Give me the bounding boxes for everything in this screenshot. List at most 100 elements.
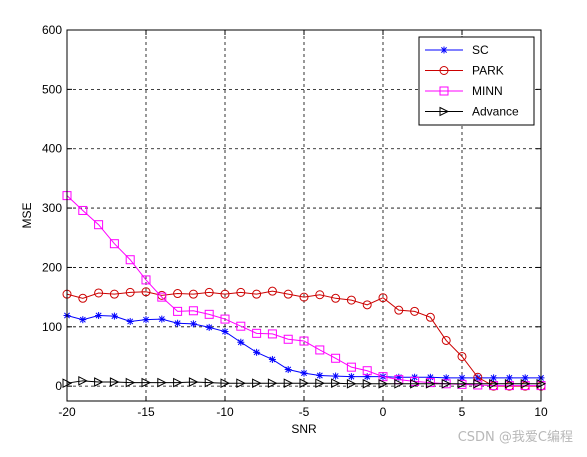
- legend-item-sc: SC: [425, 43, 489, 57]
- data-point-minn: [236, 321, 246, 331]
- data-point-sc: [158, 315, 166, 323]
- data-point-sc: [79, 316, 87, 324]
- data-point-minn: [362, 366, 372, 376]
- data-point-advance: [236, 378, 246, 389]
- data-point-park: [346, 295, 356, 305]
- data-point-park: [425, 312, 435, 322]
- data-point-advance: [252, 378, 262, 389]
- data-point-park: [394, 305, 404, 315]
- data-point-minn: [315, 345, 325, 355]
- data-point-advance: [473, 378, 483, 389]
- data-point-advance: [441, 378, 452, 389]
- data-point-minn: [78, 205, 88, 215]
- data-point-advance: [315, 378, 325, 389]
- data-point-minn: [94, 220, 104, 230]
- series-line-advance: [66, 380, 541, 385]
- data-point-sc: [253, 348, 261, 356]
- x-tick-label: -20: [58, 405, 76, 419]
- data-point-minn: [299, 336, 309, 346]
- data-point-advance: [220, 378, 231, 389]
- data-point-park: [78, 293, 88, 303]
- x-tick-label: -10: [216, 405, 234, 419]
- y-tick-label: 500: [42, 82, 62, 96]
- y-tick-label: 0: [55, 379, 62, 393]
- y-tick-label: 400: [42, 142, 62, 156]
- data-point-advance: [346, 378, 357, 389]
- data-point-advance: [109, 377, 120, 387]
- x-tick-label: -5: [299, 405, 310, 419]
- legend-label-advance: Advance: [472, 105, 519, 119]
- data-point-advance: [331, 378, 341, 389]
- legend-marker-sc: [440, 46, 448, 54]
- data-point-minn: [378, 372, 388, 382]
- data-point-sc: [521, 374, 529, 382]
- data-point-park: [457, 351, 467, 361]
- series-park: [62, 286, 546, 391]
- y-tick-label: 200: [42, 260, 62, 274]
- data-point-minn: [220, 314, 230, 324]
- data-point-advance: [410, 378, 420, 389]
- data-point-park: [283, 289, 293, 299]
- data-point-sc: [284, 366, 292, 374]
- data-point-sc: [316, 371, 324, 379]
- data-point-minn: [141, 275, 151, 285]
- watermark-text: CSDN @我爱C编程: [457, 430, 573, 445]
- series-line-park: [66, 290, 541, 387]
- y-tick-label: 600: [42, 23, 62, 37]
- data-point-sc: [300, 369, 308, 377]
- data-point-advance: [125, 377, 136, 388]
- data-point-park: [315, 290, 325, 300]
- data-point-sc: [490, 374, 498, 382]
- data-point-advance: [188, 377, 199, 387]
- legend-label-minn: MINN: [472, 84, 503, 98]
- data-point-advance: [141, 377, 152, 388]
- data-point-minn: [267, 329, 277, 339]
- data-point-advance: [78, 376, 88, 386]
- data-point-park: [204, 287, 214, 297]
- data-point-advance: [457, 378, 468, 389]
- data-point-sc: [474, 374, 482, 382]
- data-point-park: [173, 289, 183, 299]
- data-point-advance: [267, 378, 278, 389]
- data-point-sc: [142, 316, 150, 324]
- data-point-minn: [109, 239, 119, 249]
- legend-item-park: PARK: [425, 64, 504, 78]
- data-point-advance: [157, 377, 167, 388]
- data-point-sc: [505, 374, 513, 382]
- legend-box: [418, 36, 535, 126]
- series-line-minn: [66, 195, 541, 387]
- data-point-advance: [425, 378, 436, 389]
- data-point-advance: [504, 378, 515, 389]
- data-point-minn: [283, 334, 293, 344]
- data-point-park: [125, 287, 135, 297]
- series-sc: [63, 312, 545, 382]
- data-point-sc: [268, 355, 276, 363]
- data-point-park: [188, 289, 198, 299]
- data-point-sc: [126, 317, 134, 325]
- legend-label-park: PARK: [472, 64, 504, 78]
- data-point-advance: [394, 378, 404, 389]
- legend-item-advance: Advance: [425, 105, 519, 119]
- data-point-park: [236, 287, 246, 297]
- x-tick-label: 5: [459, 405, 466, 419]
- data-point-sc: [426, 373, 434, 381]
- y-tick-label: 300: [42, 201, 62, 215]
- series-advance: [62, 376, 547, 389]
- data-point-park: [252, 289, 262, 299]
- data-point-advance: [283, 378, 294, 389]
- x-axis-label: SNR: [291, 422, 317, 436]
- data-point-minn: [157, 292, 167, 302]
- legend: SC PARK MINN Advance: [418, 36, 535, 126]
- legend-marker-park: [439, 66, 449, 75]
- data-point-sc: [363, 373, 371, 381]
- data-point-sc: [237, 338, 245, 346]
- data-point-park: [220, 289, 230, 299]
- x-tick-label: -15: [137, 405, 155, 419]
- data-point-minn: [346, 362, 356, 372]
- data-point-advance: [362, 378, 373, 389]
- legend-item-minn: MINN: [425, 84, 503, 98]
- data-point-park: [410, 306, 420, 316]
- data-point-advance: [94, 377, 104, 387]
- data-point-park: [94, 288, 104, 298]
